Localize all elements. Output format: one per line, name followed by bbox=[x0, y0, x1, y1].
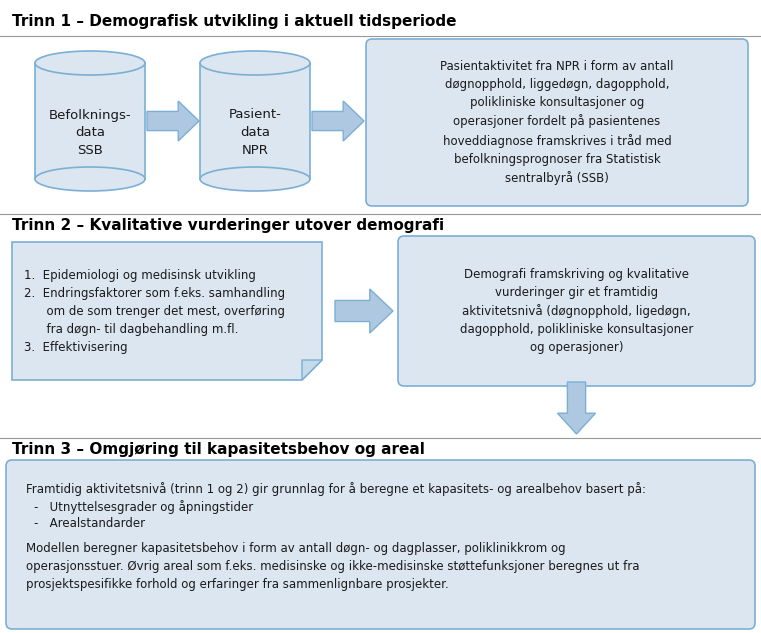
Text: -   Utnyttelsesgrader og åpningstider: - Utnyttelsesgrader og åpningstider bbox=[34, 500, 253, 514]
Polygon shape bbox=[312, 101, 364, 141]
Polygon shape bbox=[147, 101, 199, 141]
Ellipse shape bbox=[35, 51, 145, 75]
Polygon shape bbox=[200, 63, 310, 179]
Text: Trinn 1 – Demografisk utvikling i aktuell tidsperiode: Trinn 1 – Demografisk utvikling i aktuel… bbox=[12, 14, 457, 29]
Polygon shape bbox=[302, 360, 322, 380]
Text: Befolknings-
data
SSB: Befolknings- data SSB bbox=[49, 108, 132, 158]
Polygon shape bbox=[558, 382, 596, 434]
Text: Demografi framskriving og kvalitative
vurderinger gir et framtidig
aktivitetsniv: Demografi framskriving og kvalitative vu… bbox=[460, 268, 693, 354]
Polygon shape bbox=[335, 289, 393, 333]
Polygon shape bbox=[12, 242, 322, 380]
Text: 1.  Epidemiologi og medisinsk utvikling
2.  Endringsfaktorer som f.eks. samhandl: 1. Epidemiologi og medisinsk utvikling 2… bbox=[24, 268, 285, 353]
FancyBboxPatch shape bbox=[398, 236, 755, 386]
Polygon shape bbox=[35, 63, 145, 179]
Text: Pasientaktivitet fra NPR i form av antall
døgnopphold, liggedøgn, dagopphold,
po: Pasientaktivitet fra NPR i form av antal… bbox=[441, 60, 673, 185]
Ellipse shape bbox=[35, 167, 145, 191]
Text: Pasient-
data
NPR: Pasient- data NPR bbox=[228, 108, 282, 158]
Text: Modellen beregner kapasitetsbehov i form av antall døgn- og dagplasser, poliklin: Modellen beregner kapasitetsbehov i form… bbox=[26, 542, 639, 591]
Text: Framtidig aktivitetsnivå (trinn 1 og 2) gir grunnlag for å beregne et kapasitets: Framtidig aktivitetsnivå (trinn 1 og 2) … bbox=[26, 482, 646, 496]
Ellipse shape bbox=[200, 51, 310, 75]
FancyBboxPatch shape bbox=[6, 460, 755, 629]
Text: Trinn 3 – Omgjøring til kapasitetsbehov og areal: Trinn 3 – Omgjøring til kapasitetsbehov … bbox=[12, 442, 425, 457]
Text: -   Arealstandarder: - Arealstandarder bbox=[34, 517, 145, 530]
Ellipse shape bbox=[200, 167, 310, 191]
Text: Trinn 2 – Kvalitative vurderinger utover demografi: Trinn 2 – Kvalitative vurderinger utover… bbox=[12, 218, 444, 233]
FancyBboxPatch shape bbox=[366, 39, 748, 206]
